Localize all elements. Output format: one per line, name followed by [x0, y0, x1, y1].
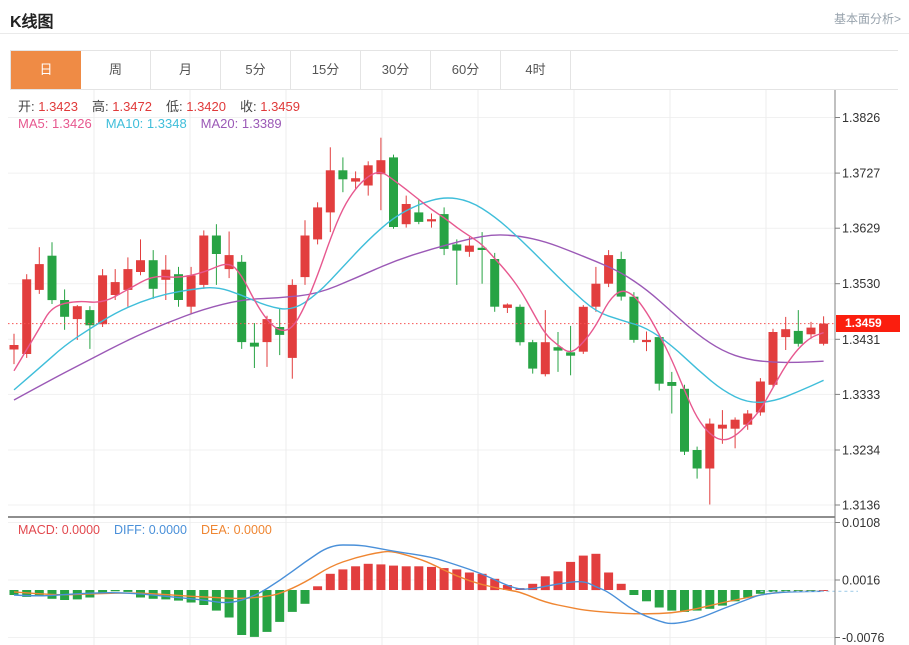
legend-item: 开: 1.3423 [18, 99, 78, 114]
y-axis-label: 1.3629 [842, 222, 880, 236]
legend-item: MA5: 1.3426 [18, 116, 92, 131]
y-axis-label: 1.3234 [842, 444, 880, 458]
legend-item: DEA: 0.0000 [200, 523, 272, 537]
tab-60分[interactable]: 60分 [431, 51, 501, 89]
y-axis-label: 1.3333 [842, 388, 880, 402]
legend-item: MA20: 1.3389 [200, 116, 282, 131]
legend-item: 收: 1.3459 [240, 99, 300, 114]
legend-item: 低: 1.3420 [166, 99, 226, 114]
tab-30分[interactable]: 30分 [361, 51, 431, 89]
legend-item: MACD: 0.0000 [18, 523, 100, 537]
y-axis-label: 1.3136 [842, 499, 880, 513]
tab-5分[interactable]: 5分 [221, 51, 291, 89]
y-axis-label: 0.0108 [842, 516, 880, 530]
y-axis-label: 1.3431 [842, 333, 880, 347]
legend-item: MA10: 1.3348 [105, 116, 187, 131]
y-axis-label: 1.3530 [842, 277, 880, 291]
legend-item: DIFF: 0.0000 [114, 523, 187, 537]
period-tabbar: 日周月 5分 15分 30分 60分 4时 [10, 50, 898, 90]
page-header: K线图 基本面分析> [0, 0, 909, 34]
tab-4时[interactable]: 4时 [501, 51, 571, 89]
legend-item: 高: 1.3472 [92, 99, 152, 114]
fundamental-analysis-link[interactable]: 基本面分析> [833, 12, 901, 26]
macd-legend: MACD: 0.0000 DIFF: 0.0000 DEA: 0.0000 [18, 523, 286, 537]
kline-chart-canvas[interactable]: 1.3826 1.3727 1.3629 1.3530 1.3431 1.3333 1.32… [0, 90, 909, 645]
kline-chart[interactable]: 1.3826 1.3727 1.3629 1.3530 1.3431 1.3333 1.32… [0, 90, 909, 645]
tab-周[interactable]: 周 [81, 51, 151, 89]
page-title: K线图 [10, 14, 54, 31]
y-axis-label: -0.0076 [842, 631, 884, 645]
tab-日[interactable]: 日 [11, 51, 81, 89]
y-axis-label: 0.0016 [842, 574, 880, 588]
tab-月[interactable]: 月 [151, 51, 221, 89]
y-axis-label: 1.3826 [842, 111, 880, 125]
y-axis-label: 1.3727 [842, 167, 880, 181]
current-price-badge: 1.3459 [836, 315, 900, 332]
tabbar-filler [571, 51, 898, 89]
ma-legend: MA5: 1.3426 MA10: 1.3348 MA20: 1.3389 [18, 116, 296, 131]
ohlc-legend: 开: 1.3423 高: 1.3472 低: 1.3420 收: 1.3459 [18, 96, 314, 115]
tab-15分[interactable]: 15分 [291, 51, 361, 89]
